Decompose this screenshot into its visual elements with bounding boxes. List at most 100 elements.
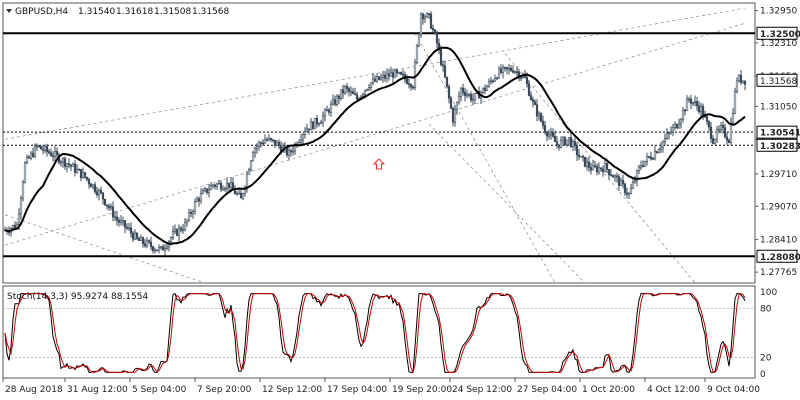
candle (67, 158, 71, 169)
candle (675, 123, 679, 130)
candle (553, 130, 557, 142)
candle (569, 133, 573, 148)
candle (627, 192, 631, 200)
stoch-label: Stoch(14,3,3) 95.9274 88.1554 (7, 292, 148, 302)
candle (291, 146, 295, 156)
candle (207, 183, 211, 198)
candle (413, 59, 417, 91)
candle (639, 160, 643, 171)
candle (141, 236, 145, 248)
candle (683, 108, 687, 116)
candles (3, 11, 747, 256)
time-tick-label: 28 Aug 2018 (5, 385, 63, 395)
candle (533, 99, 537, 106)
channel-line (4, 7, 746, 140)
candle (121, 216, 125, 226)
candle (83, 172, 87, 179)
candle (151, 245, 155, 254)
stoch-pane-frame (2, 285, 756, 379)
candle (411, 85, 415, 90)
candle (389, 66, 393, 77)
candle (451, 106, 455, 127)
candle (135, 232, 139, 240)
candle (381, 70, 385, 83)
candle (209, 182, 213, 191)
candle (45, 143, 49, 157)
candle (613, 174, 617, 183)
candle (545, 130, 549, 142)
candle (651, 156, 655, 161)
candle (261, 139, 265, 146)
candle (717, 125, 721, 134)
candle (463, 87, 467, 102)
chart-toggle-icon[interactable] (6, 9, 12, 13)
candle (377, 76, 381, 81)
candle (185, 219, 189, 227)
candle (699, 102, 703, 118)
price-tick-label: 1.28410 (760, 236, 797, 246)
low-value: 1.31508 (154, 7, 191, 17)
candle (155, 249, 159, 252)
candle (489, 76, 493, 85)
candle (273, 139, 277, 149)
candle (685, 95, 689, 111)
time-tick-label: 4 Oct 12:00 (647, 385, 700, 395)
candle (19, 195, 23, 220)
candle (223, 186, 227, 192)
candle (681, 106, 685, 123)
candle (93, 181, 97, 195)
support-resistance-lines (3, 32, 755, 258)
candle (429, 11, 433, 30)
candle (529, 91, 533, 101)
level-tag-label: 1.30283 (760, 142, 800, 152)
candle (571, 139, 575, 152)
candle (29, 151, 33, 161)
candle (507, 63, 511, 75)
candle (235, 191, 239, 196)
time-tick-label: 1 Oct 20:00 (582, 385, 635, 395)
candle (647, 156, 651, 159)
candle (631, 177, 635, 190)
candle (547, 129, 551, 140)
candle (511, 65, 515, 74)
candle (145, 236, 149, 249)
candle (637, 164, 641, 175)
candle (329, 100, 333, 117)
candle (393, 68, 397, 78)
candle (143, 239, 147, 248)
candle (505, 66, 509, 75)
candle (655, 150, 659, 154)
candle (383, 71, 387, 82)
candle (215, 182, 219, 190)
candle (163, 244, 167, 256)
candle (449, 96, 453, 110)
candle (243, 185, 247, 197)
candle (27, 155, 31, 160)
candle (665, 127, 669, 140)
candle (669, 126, 673, 135)
candle (351, 87, 355, 95)
candle (561, 136, 565, 146)
price-tick-label: 1.27765 (760, 268, 797, 278)
candle (123, 220, 127, 234)
candle (599, 167, 603, 172)
candle (251, 150, 255, 162)
candle (659, 141, 663, 153)
candle (299, 134, 303, 147)
candle (727, 138, 731, 144)
candle (309, 118, 313, 131)
candle (711, 134, 715, 145)
candle (513, 70, 517, 75)
candle (607, 168, 611, 180)
time-tick-label: 12 Sep 12:00 (262, 385, 322, 395)
candle (519, 76, 523, 81)
candle (679, 117, 683, 129)
candle (591, 159, 595, 171)
candle (91, 184, 95, 190)
candle (105, 204, 109, 210)
candle (345, 83, 349, 94)
candle (63, 156, 67, 170)
candle (293, 141, 297, 155)
candle (201, 188, 205, 195)
candle (107, 203, 111, 212)
